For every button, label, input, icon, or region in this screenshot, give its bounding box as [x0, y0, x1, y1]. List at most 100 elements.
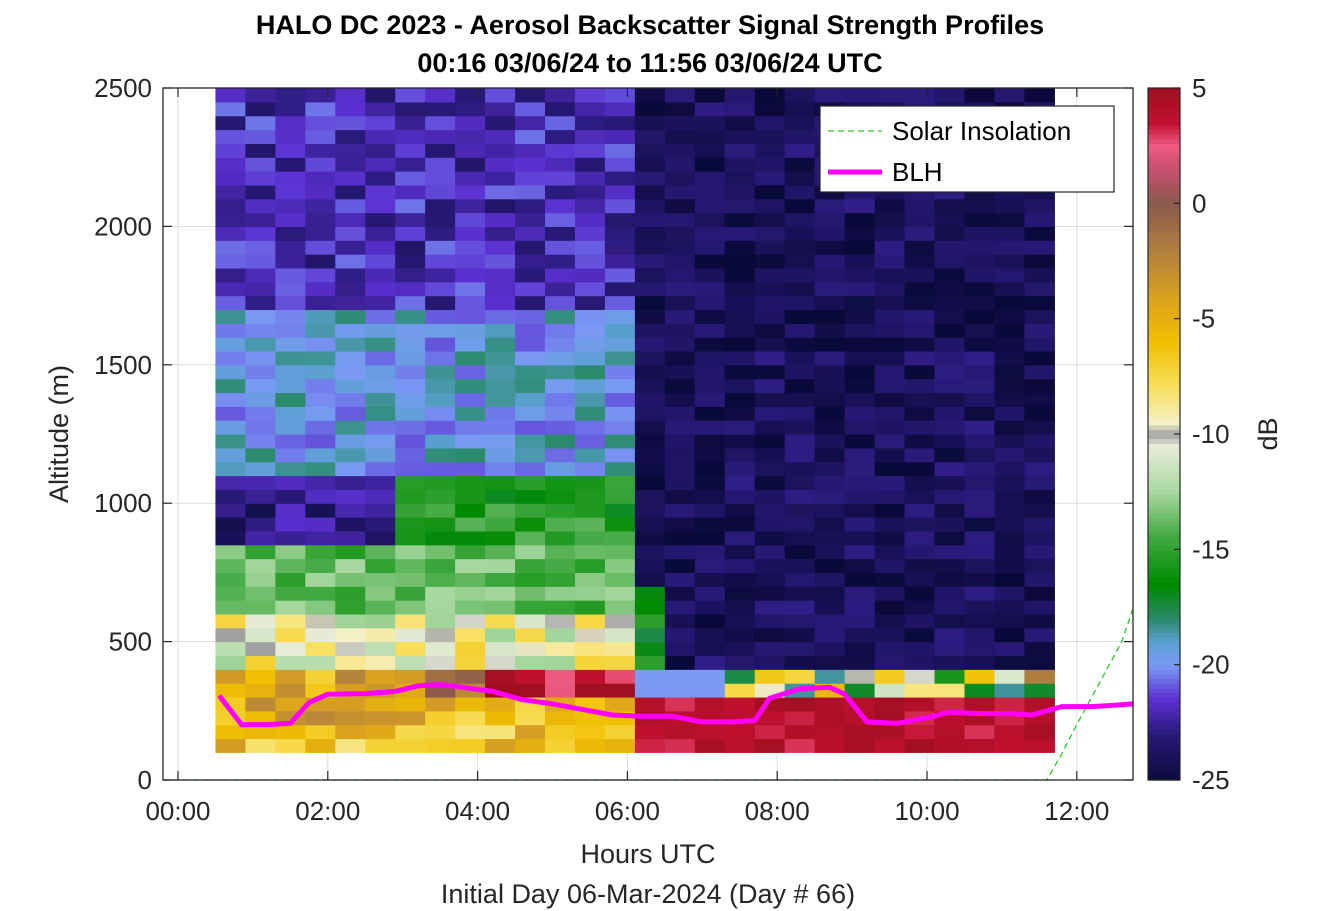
colorbar-segment: [1148, 627, 1180, 633]
heatmap-cell: [844, 226, 876, 241]
heatmap-cell: [604, 738, 636, 753]
heatmap-cell: [245, 627, 276, 643]
heatmap-cell: [784, 212, 816, 227]
heatmap-cell: [545, 254, 576, 269]
colorbar-segment: [1148, 263, 1180, 269]
heatmap-cell: [215, 198, 246, 214]
heatmap-cell: [814, 267, 846, 283]
heatmap-cell: [784, 586, 816, 601]
x-tick-label: 02:00: [295, 796, 360, 826]
heatmap-cell: [455, 572, 486, 587]
heatmap-cell: [485, 586, 516, 601]
heatmap-cell: [994, 364, 1025, 380]
heatmap-cell: [335, 337, 366, 352]
x-axis-label: Hours UTC: [580, 839, 715, 869]
heatmap-cell: [694, 240, 726, 255]
heatmap-cell: [694, 254, 726, 269]
heatmap-cell: [814, 434, 846, 449]
heatmap-cell: [395, 475, 426, 490]
colorbar-segment: [1148, 530, 1180, 537]
heatmap-cell: [305, 420, 336, 435]
colorbar-segment: [1148, 618, 1180, 624]
heatmap-cell: [574, 184, 606, 200]
heatmap-cell: [724, 240, 756, 255]
heatmap-cell: [275, 544, 306, 560]
x-tick-label: 04:00: [445, 796, 510, 826]
colorbar-segment: [1148, 180, 1180, 186]
heatmap-cell: [964, 586, 996, 601]
heatmap-cell: [604, 392, 636, 407]
heatmap-cell: [634, 669, 666, 684]
heatmap-cell: [395, 696, 426, 712]
colorbar-segment: [1148, 212, 1180, 218]
heatmap-cell: [574, 447, 606, 463]
heatmap-cell: [724, 447, 756, 463]
heatmap-cell: [964, 240, 996, 255]
heatmap-cell: [455, 323, 486, 338]
heatmap-cell: [874, 309, 906, 324]
heatmap-cell: [305, 295, 336, 311]
colorbar-segment: [1148, 443, 1180, 449]
heatmap-cell: [335, 295, 366, 311]
colorbar-segment: [1148, 503, 1180, 509]
plot-frame: [162, 87, 1134, 781]
heatmap-cell: [604, 655, 636, 670]
heatmap-cell: [724, 627, 756, 643]
colorbar-segment: [1148, 171, 1180, 177]
colorbar-segment: [1148, 655, 1180, 661]
heatmap-cell: [515, 88, 546, 103]
heatmap-cell: [724, 143, 756, 158]
heatmap-cell: [305, 461, 336, 477]
heatmap-cell: [754, 392, 786, 407]
heatmap-cell: [994, 88, 1025, 103]
heatmap-cell: [664, 115, 696, 131]
heatmap-cell: [814, 641, 846, 657]
heatmap-cell: [1024, 669, 1055, 684]
heatmap-cell: [425, 101, 456, 117]
heatmap-cell: [305, 517, 336, 532]
heatmap-cell: [844, 544, 876, 560]
heatmap-cell: [664, 475, 696, 490]
heatmap-cell: [934, 627, 966, 643]
heatmap-cell: [934, 530, 966, 546]
heatmap-cell: [934, 655, 966, 670]
heatmap-cell: [604, 447, 636, 463]
heatmap-cell: [335, 696, 366, 712]
heatmap-cell: [215, 447, 246, 463]
heatmap-cell: [784, 530, 816, 546]
heatmap-cell: [365, 558, 396, 573]
heatmap-cell: [784, 517, 816, 532]
heatmap-cell: [1024, 88, 1055, 103]
colorbar-segment: [1148, 337, 1180, 343]
heatmap-cell: [964, 364, 996, 380]
heatmap-cell: [874, 337, 906, 352]
heatmap-cell: [574, 530, 606, 546]
heatmap-cell: [425, 281, 456, 297]
heatmap-cell: [664, 517, 696, 532]
heatmap-cell: [1024, 240, 1055, 255]
heatmap-cell: [335, 503, 366, 518]
colorbar-segment: [1148, 323, 1180, 329]
heatmap-cell: [994, 309, 1025, 324]
heatmap-cell: [215, 212, 246, 227]
heatmap-cell: [245, 586, 276, 601]
heatmap-cell: [904, 627, 936, 643]
colorbar-segment: [1148, 673, 1180, 680]
heatmap-cell: [874, 530, 906, 546]
heatmap-cell: [784, 655, 816, 670]
heatmap-cell: [664, 198, 696, 214]
heatmap-cell: [874, 613, 906, 629]
heatmap-cell: [784, 447, 816, 463]
heatmap-cell: [844, 641, 876, 657]
heatmap-cell: [245, 724, 276, 740]
heatmap-cell: [485, 530, 516, 546]
heatmap-cell: [694, 558, 726, 573]
colorbar-segment: [1148, 161, 1180, 168]
heatmap-cell: [634, 240, 666, 255]
heatmap-cell: [754, 254, 786, 269]
heatmap-cell: [784, 350, 816, 366]
heatmap-cell: [545, 129, 576, 144]
heatmap-cell: [934, 323, 966, 338]
colorbar-segment: [1148, 290, 1180, 297]
heatmap-cell: [724, 696, 756, 712]
